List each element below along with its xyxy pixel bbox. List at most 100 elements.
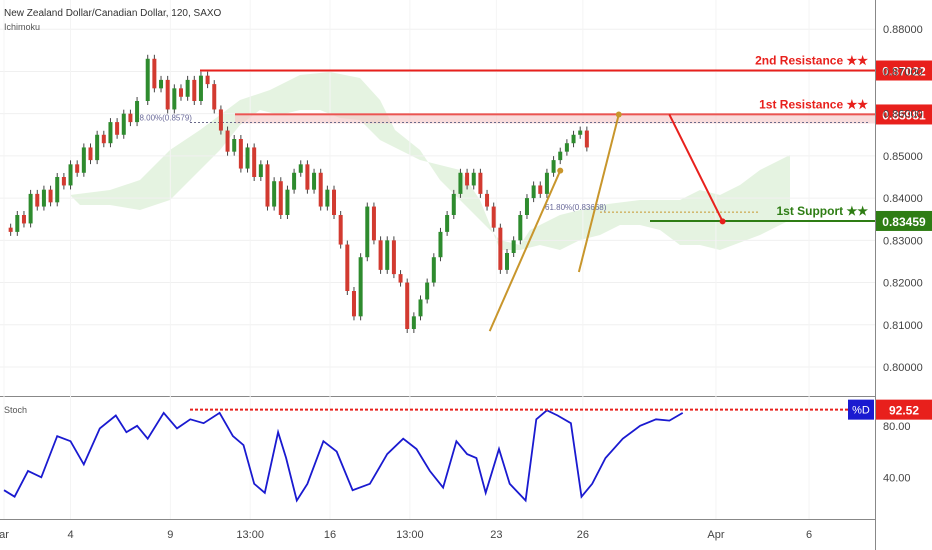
candle-body (48, 189, 53, 203)
price-tag (876, 104, 932, 125)
candle-body (578, 130, 583, 135)
candle-body (471, 172, 476, 186)
level-label: 2nd Resistance ★★ (755, 54, 868, 68)
candle-body (491, 206, 496, 228)
stoch-value-label: 92.52 (889, 404, 919, 418)
price-tag (876, 60, 932, 81)
x-tick-label: 13:00 (396, 529, 424, 541)
candle-body (338, 215, 343, 245)
trend-arrow-head (719, 218, 726, 225)
price-tag-label: 0.85981 (882, 108, 926, 122)
trend-line (668, 114, 724, 222)
trend-arrow-head (557, 167, 564, 174)
indicator-label: Ichimoku (4, 22, 40, 32)
candle-body (88, 147, 93, 161)
candle-body (285, 189, 290, 215)
candle-body (232, 139, 237, 152)
level-label: 1st Resistance ★★ (759, 97, 868, 111)
candle-body (172, 88, 177, 110)
y-tick-label: 0.83000 (883, 235, 923, 247)
level-lines: 2nd Resistance ★★ 0.87022 1st Resistance ★… (135, 54, 932, 231)
candle-body (485, 193, 490, 207)
x-tick-label: 16 (324, 529, 336, 541)
stoch-tick-label: 40.00 (883, 472, 911, 484)
candle-body (21, 215, 26, 224)
trend-line (488, 170, 562, 332)
candle-body (571, 134, 576, 144)
candle-body (108, 122, 113, 144)
candle-body (192, 79, 197, 101)
candle-body (531, 185, 536, 199)
candle-body (265, 164, 270, 207)
candle-body (81, 147, 86, 173)
stoch-title: Stoch (4, 405, 27, 415)
candle-body (345, 244, 350, 291)
candle-body (425, 282, 430, 300)
candle-body (391, 240, 396, 275)
candle-body (178, 88, 183, 97)
chart-title: New Zealand Dollar/Canadian Dollar, 120,… (4, 8, 222, 19)
candle-body (128, 113, 133, 123)
x-tick-label: ar (0, 529, 9, 541)
candle-body (305, 164, 310, 190)
candle-body (431, 257, 436, 283)
level-label: 1st Support ★★ (776, 204, 868, 218)
candle-body (61, 177, 66, 186)
candle-body (218, 109, 223, 131)
candle-body (465, 172, 470, 186)
candle-body (538, 185, 543, 194)
x-tick-label: 6 (806, 529, 812, 541)
candle-body (205, 75, 210, 85)
y-tick-label: 0.88000 (883, 24, 923, 36)
y-tick-label: 0.86000 (883, 109, 923, 121)
candle-body (478, 172, 483, 194)
trend-line (577, 114, 620, 273)
candle-body (121, 113, 126, 135)
candle-body (145, 58, 150, 101)
candle-body (68, 164, 73, 186)
y-tick-label: 0.84000 (883, 193, 923, 205)
x-tick-label: 9 (167, 529, 173, 541)
candle-body (28, 193, 33, 224)
candle-body (558, 151, 563, 161)
candle-body (258, 164, 263, 177)
candle-body (312, 172, 317, 190)
candle-body (524, 198, 529, 215)
fib-label: 61.80%(0.83668) (545, 203, 607, 212)
candle-body (584, 130, 589, 148)
y-tick-label: 0.80000 (883, 362, 923, 374)
candle-body (185, 79, 190, 97)
candle-body (511, 240, 516, 253)
candle-body (298, 164, 303, 173)
trend-lines (488, 111, 726, 332)
candle-body (152, 58, 157, 89)
candle-body (458, 172, 463, 194)
y-tick-label: 0.87000 (883, 66, 923, 78)
candle-body (544, 172, 549, 194)
candle-body (445, 215, 450, 232)
candle-body (385, 240, 390, 270)
candle-body (252, 147, 257, 177)
candle-body (405, 282, 410, 329)
price-tag (876, 210, 932, 231)
candle-body (245, 147, 250, 169)
stoch-panel (0, 397, 875, 519)
price-tag-label: 0.83459 (882, 215, 926, 229)
candle-body (365, 206, 370, 258)
candle-body (165, 79, 170, 110)
candle-body (398, 274, 403, 283)
price-series (8, 54, 589, 333)
x-tick-label: 13:00 (236, 529, 264, 541)
candle-body (115, 122, 120, 135)
candle-body (101, 134, 106, 144)
candle-body (325, 189, 330, 207)
candle-body (212, 84, 217, 110)
candle-body (411, 316, 416, 329)
candle-body (8, 227, 13, 232)
x-tick-label: 26 (577, 529, 589, 541)
y-tick-label: 0.81000 (883, 320, 923, 332)
stoch-tick-label: 80.00 (883, 421, 911, 433)
stoch-value-tag (876, 399, 932, 420)
candle-body (551, 160, 556, 173)
